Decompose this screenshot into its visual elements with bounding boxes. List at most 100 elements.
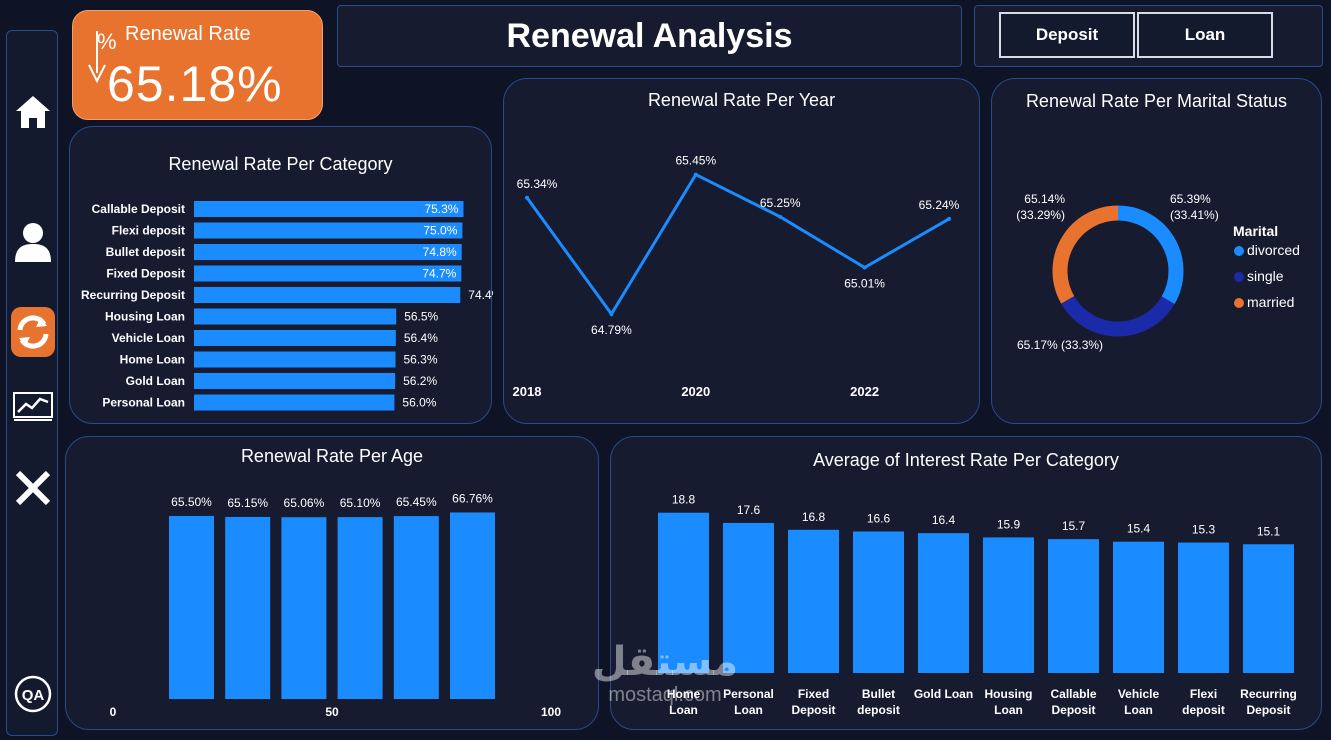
category-chart-panel: Renewal Rate Per Category Callable Depos… [69,126,493,424]
marital-legend-label: divorced [1247,242,1300,258]
age-data-label: 65.15% [227,496,268,510]
line-chart-icon [13,392,53,421]
interest-data-label: 15.4 [1127,522,1151,536]
marital-legend-title: Marital [1233,223,1278,239]
age-bar [225,516,271,699]
category-label: Fixed Deposit [106,267,185,281]
marital-value-label: 65.14% [1024,192,1065,206]
year-data-label: 64.79% [591,323,632,337]
interest-bar [1113,541,1164,673]
category-label: Gold Loan [126,374,185,388]
interest-chart-title: Average of Interest Rate Per Category [813,450,1119,470]
interest-data-label: 16.6 [867,511,891,525]
nav-user-button[interactable] [11,219,55,265]
year-data-label: 65.25% [760,196,801,210]
marital-legend-marker [1234,246,1244,256]
year-data-label: 65.34% [517,177,558,191]
interest-bar [918,533,969,673]
category-data-label: 56.2% [403,374,437,388]
year-series-line [525,172,950,317]
qa-icon-text: QA [22,687,45,704]
interest-category-label: Bullet [862,687,895,701]
nav-qa-button[interactable]: QA [11,671,55,717]
interest-data-label: 18.8 [672,493,696,507]
marital-value-label: 65.17% (33.3%) [1017,338,1103,352]
year-point [525,195,529,200]
kpi-value: 65.18% [107,56,283,112]
interest-data-label: 15.1 [1257,524,1281,538]
close-icon [15,470,51,506]
interest-category-label: Loan [1124,703,1153,717]
category-label: Recurring Deposit [81,288,185,302]
slicer-deposit-button[interactable]: Deposit [999,12,1135,58]
interest-bar [983,537,1034,673]
year-point [862,265,867,270]
slicer-loan-button[interactable]: Loan [1137,12,1273,58]
category-label: Flexi deposit [112,224,185,238]
interest-data-label: 16.8 [802,510,826,524]
marital-slice-married [1052,205,1119,304]
year-chart-title: Renewal Rate Per Year [647,90,836,110]
product-slicer: Deposit Loan [974,5,1323,67]
year-chart-panel: Renewal Rate Per Year 65.34% 64.79% 65.45%… [503,78,980,424]
year-data-label: 65.24% [919,198,960,212]
interest-category-label: deposit [857,703,900,717]
marital-legend-label: married [1247,294,1294,310]
age-data-label: 65.06% [284,496,325,510]
nav-trends-button[interactable] [11,383,55,429]
interest-category-label: deposit [1182,703,1225,717]
sidebar: QA [6,30,58,736]
nav-home-button[interactable] [11,89,55,135]
interest-category-label: Vehicle [1118,687,1160,701]
interest-data-label: 15.9 [997,517,1021,531]
interest-category-label: Housing [985,687,1033,701]
interest-category-label: Deposit [1246,703,1290,717]
age-tick-label: 0 [110,705,117,719]
age-data-label: 66.76% [452,491,493,505]
marital-percent-label: (33.41%) [1170,208,1219,222]
page-title: Renewal Analysis [506,16,793,55]
category-bar [194,222,463,239]
nav-close-button[interactable] [11,465,55,511]
year-data-label: 65.01% [844,277,885,291]
interest-bar [1048,539,1099,673]
interest-bar [1178,542,1229,673]
age-data-label: 65.45% [396,495,437,509]
interest-chart: 18.8 Home Loan 17.6 Personal Loan 16.8 Fixed Dep… [658,493,1297,717]
interest-category-label: Home [667,687,701,701]
category-data-label: 56.4% [404,331,438,345]
category-bar [194,287,461,303]
marital-slice-single [1061,295,1175,337]
category-label: Home Loan [120,353,185,367]
interest-bar [853,531,904,673]
svg-text:%: % [97,29,117,54]
year-point [693,172,698,177]
category-bar [194,265,462,282]
category-chart: Callable Deposit 75.3% Flexi deposit 75.0% B… [81,201,493,411]
kpi-card: % Renewal Rate 65.18% [72,10,323,120]
marital-chart: 65.39% (33.41%) 65.17% (33.3%) 65.14% (33.29… [1016,192,1300,352]
category-data-label: 56.5% [404,310,438,324]
age-bar [169,515,214,699]
age-chart-panel: Renewal Rate Per Age 65.50% 65.15% 65.06% 6… [65,436,599,730]
category-data-label: 74.8% [423,245,457,259]
nav-renewal-button[interactable] [11,307,55,357]
category-data-label: 56.3% [403,353,437,367]
age-tick-label: 100 [541,705,561,719]
age-data-label: 65.50% [171,495,212,509]
age-chart-title: Renewal Rate Per Age [240,446,424,466]
home-icon [16,96,50,128]
age-chart: 65.50% 65.15% 65.06% 65.10% 65.45% 66.76% 0 50 1… [110,491,562,719]
age-data-label: 65.10% [340,496,381,510]
marital-legend-marker [1234,298,1244,308]
age-bar [450,512,495,699]
interest-data-label: 17.6 [737,503,761,517]
age-tick-label: 50 [325,705,339,719]
age-bar [393,516,439,699]
interest-bar [658,512,709,673]
interest-category-label: Loan [734,703,763,717]
interest-category-label: Loan [994,703,1023,717]
marital-value-label: 65.39% [1170,192,1211,206]
qa-icon: QA [14,675,52,713]
interest-data-label: 15.3 [1192,523,1216,537]
